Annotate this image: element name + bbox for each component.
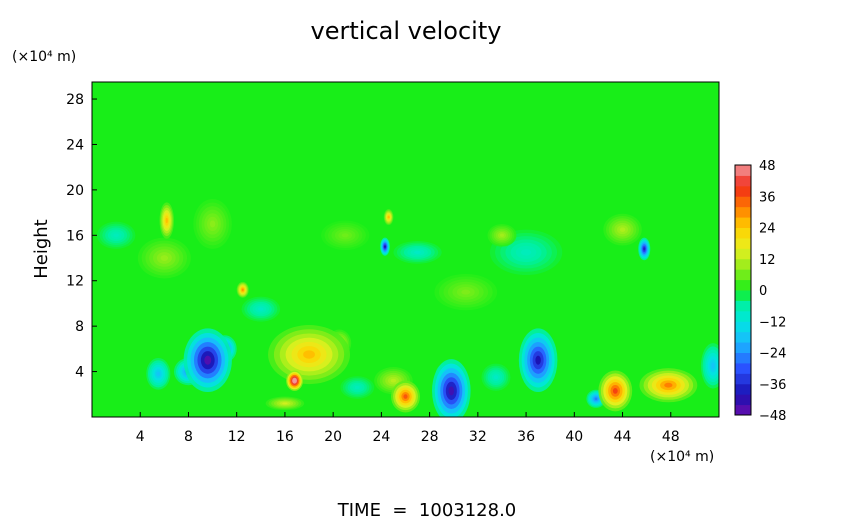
colorbar-swatch (735, 321, 751, 333)
colorbar-tick-label: 12 (759, 253, 776, 268)
x-unit-label: (×10⁴ m) (650, 449, 714, 465)
contour-feature (137, 237, 191, 279)
colorbar-swatch (735, 196, 751, 208)
contour-feature (391, 380, 420, 413)
y-tick-label: 8 (75, 319, 84, 335)
x-tick-label: 8 (184, 429, 193, 445)
y-tick-label: 16 (66, 228, 84, 244)
colorbar-swatch (735, 362, 751, 374)
plot-frame (91, 81, 720, 418)
colorbar-ticks: 48 36 24 12 0 −12 −24 −36 −48 (759, 159, 786, 424)
contour-feature (481, 363, 511, 391)
x-tick-label: 48 (662, 429, 680, 445)
contour-feature (487, 223, 517, 247)
contour-feature (96, 221, 136, 249)
colorbar-swatch (735, 342, 751, 353)
colorbar-tick-label: 0 (759, 284, 767, 299)
contour-feature (268, 325, 351, 385)
x-tick-label: 20 (324, 429, 342, 445)
contour-feature (146, 357, 171, 390)
y-tick-label: 24 (66, 137, 84, 153)
plot-area (91, 81, 720, 418)
contour-feature (236, 281, 249, 298)
colorbar-swatch (735, 175, 751, 187)
x-tick-label: 4 (136, 429, 145, 445)
contour-feature (639, 368, 698, 403)
contour-feature (265, 396, 305, 411)
colorbar-swatch (735, 404, 751, 416)
y-tick-label: 28 (66, 92, 84, 108)
x-tick-label: 36 (517, 429, 535, 445)
contour-feature (241, 296, 281, 322)
contour-feature (159, 202, 174, 239)
contour-feature (183, 328, 232, 393)
contour-field (96, 198, 719, 417)
x-tick-label: 44 (614, 429, 632, 445)
colorbar-tick-label: 24 (759, 222, 776, 237)
colorbar-swatch (735, 394, 751, 406)
contour-feature (321, 220, 370, 251)
contour-feature (393, 240, 442, 264)
colorbar-frame (734, 164, 752, 416)
chart-title: vertical velocity (311, 17, 502, 45)
x-tick-label: 16 (276, 429, 294, 445)
x-tick-label: 12 (228, 429, 246, 445)
y-tick-label: 4 (75, 365, 84, 381)
colorbar-swatch (735, 206, 751, 218)
colorbar-swatch (735, 300, 751, 312)
contour-feature (340, 376, 375, 399)
contour-feature (638, 237, 651, 261)
colorbar-swatch (735, 165, 751, 176)
colorbar-swatch (735, 217, 751, 228)
colorbar-tick-label: −12 (759, 315, 786, 330)
colorbar-swatch (735, 279, 751, 291)
colorbar-tick-label: 48 (759, 159, 776, 174)
colorbar-tick-label: −48 (759, 409, 786, 424)
contour-feature (598, 370, 633, 412)
y-axis-label: Height (31, 219, 52, 279)
contour-feature (193, 198, 232, 249)
colorbar-swatches (735, 165, 751, 416)
y-axis-ticks: 4 8 12 16 20 24 28 (66, 92, 97, 381)
colorbar-swatch (735, 310, 751, 322)
colorbar-tick-label: −24 (759, 347, 786, 362)
colorbar-tick-label: 36 (759, 190, 776, 205)
colorbar-swatch (735, 248, 751, 260)
y-tick-label: 20 (66, 183, 84, 199)
colorbar-swatch (735, 227, 751, 239)
contour-feature (380, 237, 390, 256)
x-tick-label: 32 (469, 429, 487, 445)
colorbar-swatch (735, 185, 751, 197)
time-footer: TIME = 1003128.0 (337, 500, 517, 519)
colorbar-swatch (735, 373, 751, 385)
contour-feature (700, 343, 719, 389)
colorbar-swatch (735, 352, 751, 364)
contour-feature (286, 370, 304, 391)
contour-feature (518, 328, 558, 393)
contour-feature (603, 213, 642, 246)
colorbar-swatch (735, 331, 751, 343)
y-unit-label: (×10⁴ m) (12, 49, 76, 65)
colorbar-swatch (735, 383, 751, 395)
x-tick-label: 28 (421, 429, 439, 445)
contour-feature (432, 359, 471, 417)
colorbar-swatch (735, 237, 751, 249)
x-tick-label: 40 (565, 429, 583, 445)
y-tick-label: 12 (66, 274, 84, 290)
x-tick-label: 24 (372, 429, 390, 445)
colorbar-swatch (735, 290, 751, 301)
x-axis-ticks: 4 8 12 16 20 24 28 32 36 40 44 48 (136, 412, 680, 445)
contour-feature (434, 273, 498, 311)
colorbar: 48 36 24 12 0 −12 −24 −36 −48 (734, 159, 786, 424)
contour-feature (383, 209, 394, 226)
colorbar-swatch (735, 258, 751, 270)
colorbar-tick-label: −36 (759, 378, 786, 393)
colorbar-swatch (735, 269, 751, 281)
